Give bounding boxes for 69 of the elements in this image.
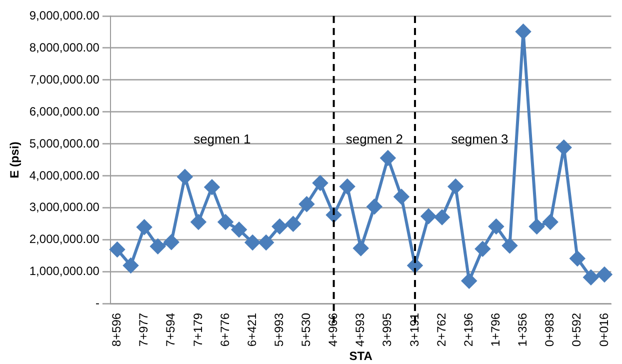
annotation: segmen 1	[194, 131, 251, 146]
point	[556, 140, 572, 155]
point	[488, 218, 504, 234]
point	[190, 214, 206, 230]
point	[164, 234, 179, 250]
point	[542, 214, 558, 230]
x-tick-label: 4+966	[326, 312, 340, 347]
point	[299, 196, 314, 212]
point	[150, 238, 166, 254]
point	[380, 150, 396, 166]
x-tick-label: 0+016	[596, 312, 611, 347]
point	[312, 175, 328, 190]
y-tick-label: 9,000,000.00	[29, 8, 100, 22]
x-tick-label: 2+196	[461, 312, 476, 347]
point	[110, 242, 125, 258]
y-tick-label: 6,000,000.00	[29, 104, 100, 118]
x-tick-label: 7+594	[164, 312, 178, 347]
y-tick-label: 7,000,000.00	[29, 72, 100, 86]
y-tick-label: 4,000,000.00	[29, 168, 100, 182]
point	[218, 214, 234, 230]
y-tick-label: 2,000,000.00	[29, 232, 100, 246]
y-tick-label: 3,000,000.00	[29, 200, 100, 214]
y-tick-label: 8,000,000.00	[29, 40, 100, 54]
x-tick-label: 5+530	[299, 312, 314, 347]
y-tick-label: 1,000,000.00	[29, 264, 100, 278]
y-tick-label: -	[95, 296, 100, 310]
point	[204, 180, 220, 195]
y-tick-label: 5,000,000.00	[29, 136, 100, 150]
point	[583, 270, 598, 285]
point	[475, 241, 490, 256]
point	[272, 218, 288, 234]
x-tick-label: 3+995	[380, 312, 394, 347]
x-tick-label: 6+776	[218, 312, 232, 347]
point	[434, 210, 450, 225]
point	[245, 234, 260, 250]
x-tick-label: 5+993	[272, 312, 286, 347]
point	[570, 250, 585, 266]
x-tick-label: 6+421	[244, 312, 259, 347]
point	[353, 240, 368, 256]
point	[258, 234, 274, 250]
annotation: segmen 3	[451, 131, 508, 146]
x-axis-title: STA	[349, 349, 373, 364]
point	[516, 24, 531, 40]
x-tick-label: 0+592	[570, 312, 584, 347]
point	[394, 189, 409, 204]
point	[448, 179, 464, 194]
point	[462, 273, 477, 288]
x-tick-label: 7+977	[136, 312, 151, 347]
x-tick-label: 3+191	[407, 312, 422, 347]
point	[366, 199, 382, 214]
x-tick-label: 1+796	[488, 312, 503, 347]
x-tick-label: 2+762	[434, 312, 448, 347]
point	[502, 238, 518, 254]
point	[123, 258, 138, 274]
x-tick-label: 1+356	[516, 312, 530, 347]
x-tick-label: 0+983	[542, 312, 557, 347]
x-tick-label: 8+596	[110, 312, 124, 347]
point	[340, 179, 355, 194]
y-axis-title: E (psi)	[8, 142, 22, 178]
point	[286, 216, 301, 232]
point	[177, 169, 192, 184]
point	[529, 218, 544, 234]
point	[421, 208, 436, 224]
annotation: segmen 2	[346, 131, 403, 146]
point	[232, 222, 247, 238]
x-tick-label: 4+593	[353, 312, 368, 347]
point	[596, 266, 612, 282]
point	[136, 220, 152, 235]
x-tick-label: 7+179	[190, 312, 205, 347]
